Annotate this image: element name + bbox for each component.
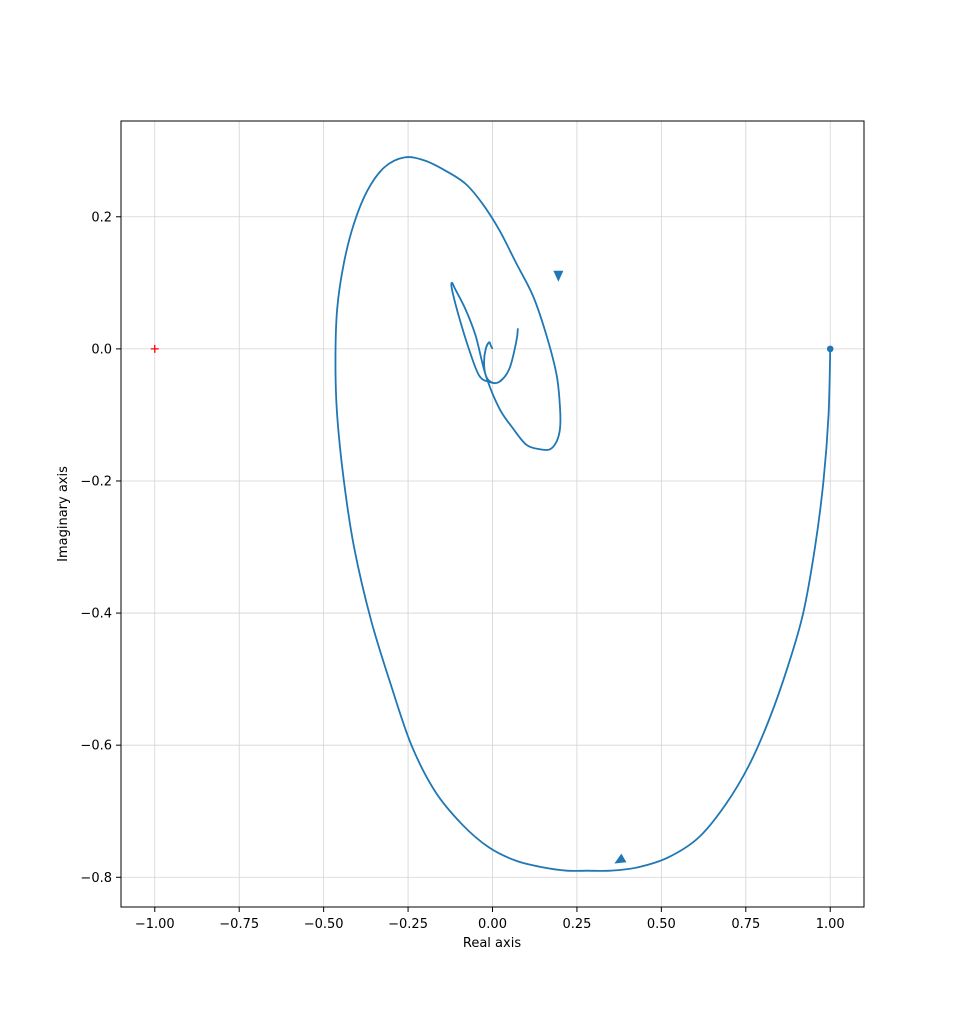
nyquist-curve <box>334 156 832 872</box>
direction-arrow <box>553 270 564 282</box>
y-axis-title: Imaginary axis <box>56 466 71 562</box>
grid <box>121 121 864 907</box>
x-tick-label: 1.00 <box>816 917 845 932</box>
x-tick-label: −0.75 <box>219 917 259 932</box>
y-tick-label: −0.4 <box>80 607 112 622</box>
start-point-marker <box>826 345 834 353</box>
x-tick-label: 0.25 <box>562 917 591 932</box>
x-tick-label: −0.50 <box>304 917 344 932</box>
y-tick-label: 0.0 <box>91 342 112 357</box>
y-tick-label: 0.2 <box>91 210 112 225</box>
x-axis-ticks: −1.00 −0.75 −0.50 −0.25 0.00 0.25 0.50 0.75 1.00 <box>135 907 845 932</box>
plot-content <box>150 156 834 872</box>
x-tick-label: 0.75 <box>731 917 760 932</box>
y-tick-label: −0.8 <box>80 871 112 886</box>
x-tick-label: −0.25 <box>388 917 428 932</box>
x-tick-label: 0.50 <box>647 917 676 932</box>
y-tick-label: −0.2 <box>80 474 112 489</box>
y-tick-label: −0.6 <box>80 739 112 754</box>
x-axis-title: Real axis <box>463 936 521 951</box>
critical-point-marker <box>150 344 159 353</box>
x-tick-label: −1.00 <box>135 917 175 932</box>
y-axis-ticks: 0.2 0.0 −0.2 −0.4 −0.6 −0.8 <box>80 210 121 886</box>
x-tick-label: 0.00 <box>478 917 507 932</box>
direction-arrow <box>614 853 627 864</box>
